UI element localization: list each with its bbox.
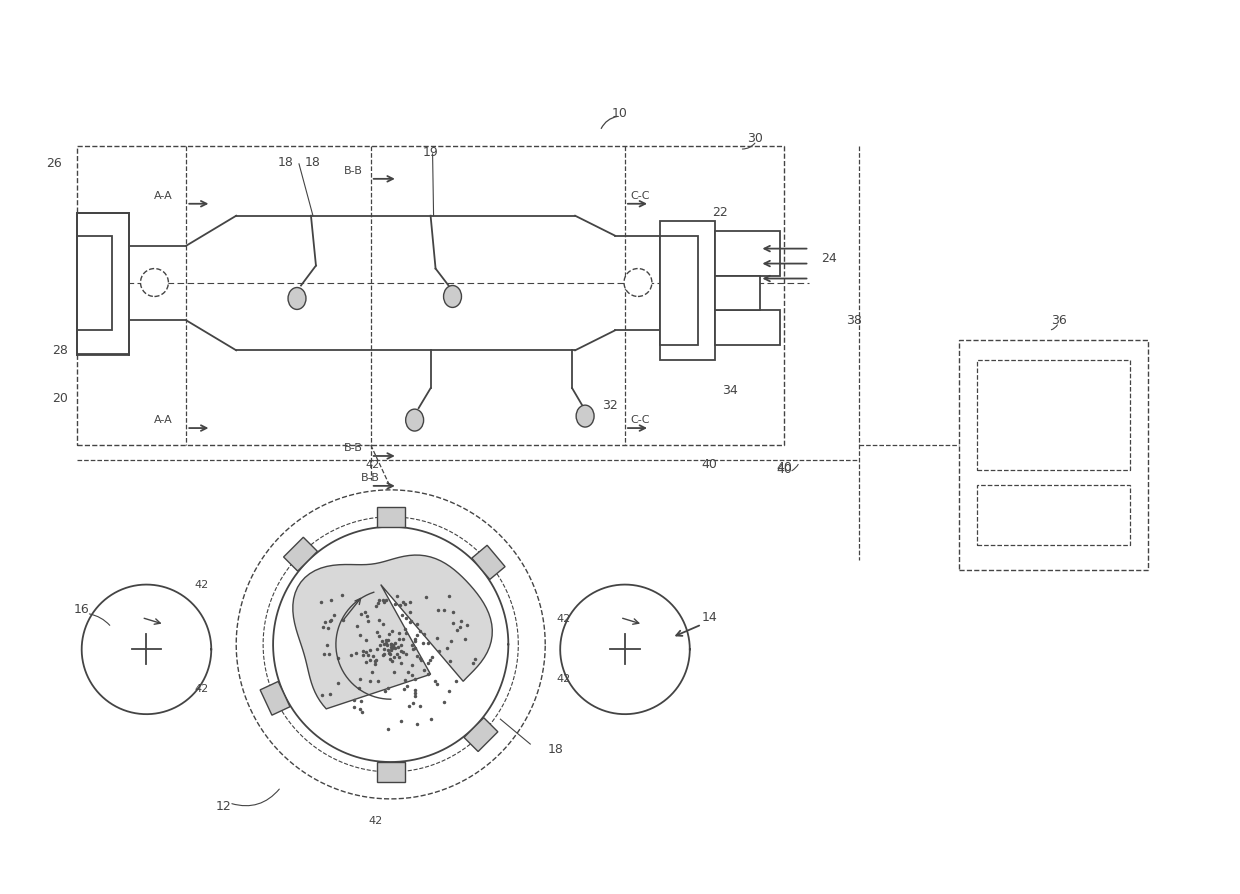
Text: 40: 40 (776, 461, 792, 475)
Text: B-B: B-B (343, 166, 362, 176)
Ellipse shape (577, 405, 594, 427)
Text: 40: 40 (702, 459, 718, 471)
Text: 18: 18 (547, 743, 563, 755)
Text: 42: 42 (368, 816, 383, 826)
Polygon shape (284, 537, 317, 571)
Text: 12: 12 (216, 800, 231, 814)
Text: B-B: B-B (361, 473, 381, 483)
Bar (977, 360, 1131, 470)
Text: 38: 38 (847, 314, 862, 327)
Circle shape (140, 268, 169, 297)
Text: 10: 10 (613, 106, 627, 120)
Text: 18: 18 (305, 156, 321, 169)
Polygon shape (377, 762, 404, 782)
Bar (959, 341, 1148, 569)
Bar (714, 310, 780, 345)
Bar (977, 485, 1131, 544)
Text: A-A: A-A (154, 415, 172, 425)
Text: 16: 16 (74, 603, 89, 616)
Polygon shape (472, 545, 505, 579)
Bar (660, 221, 714, 360)
Polygon shape (293, 555, 492, 709)
Text: 34: 34 (722, 384, 738, 397)
Text: 19: 19 (423, 147, 439, 159)
Text: 14: 14 (702, 611, 718, 624)
Bar (714, 231, 780, 275)
Text: 42: 42 (556, 614, 570, 625)
Text: 42: 42 (195, 579, 208, 589)
Polygon shape (260, 681, 290, 715)
Text: 40: 40 (776, 463, 792, 477)
Text: 42: 42 (195, 684, 208, 695)
Text: 36: 36 (1050, 314, 1066, 327)
Text: B-B: B-B (343, 443, 362, 453)
Text: 20: 20 (52, 392, 68, 405)
Bar (77, 236, 112, 331)
Text: 18: 18 (278, 156, 294, 169)
Bar (77, 213, 129, 354)
Bar (714, 275, 760, 310)
Text: 32: 32 (603, 399, 618, 411)
Text: C-C: C-C (630, 190, 650, 201)
Text: 22: 22 (712, 207, 728, 219)
Text: 42: 42 (366, 460, 379, 470)
Text: C-C: C-C (630, 415, 650, 425)
Bar (660, 236, 698, 345)
Text: 24: 24 (821, 252, 837, 266)
Bar (77, 146, 785, 445)
Text: 42: 42 (556, 674, 570, 684)
Text: A-A: A-A (154, 190, 172, 201)
Ellipse shape (288, 288, 306, 309)
Ellipse shape (444, 285, 461, 308)
Polygon shape (464, 718, 498, 752)
Text: 30: 30 (746, 132, 763, 146)
Text: 28: 28 (52, 344, 68, 357)
Ellipse shape (405, 409, 424, 431)
Circle shape (624, 268, 652, 297)
Polygon shape (377, 507, 404, 527)
Text: 26: 26 (46, 157, 62, 171)
